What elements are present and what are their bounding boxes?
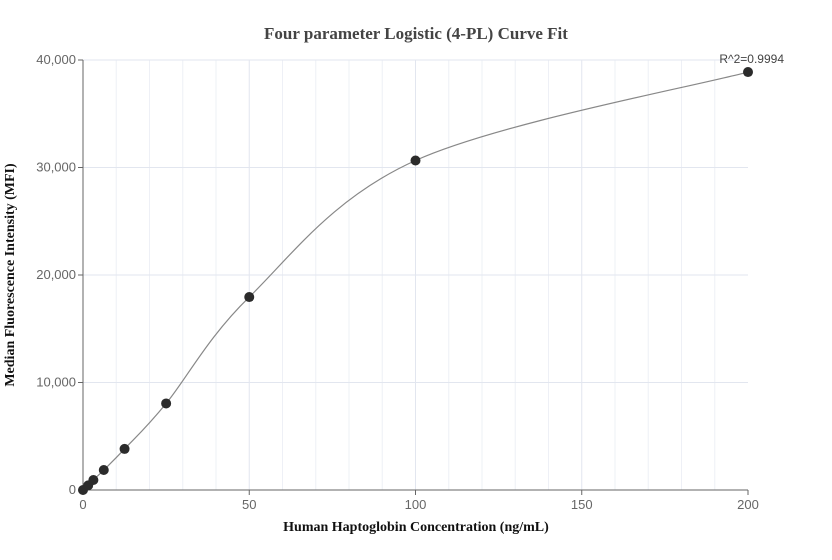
chart-title: Four parameter Logistic (4-PL) Curve Fit: [264, 24, 568, 43]
x-tick-label: 0: [79, 497, 86, 512]
x-tick-label: 150: [571, 497, 593, 512]
x-axis-label: Human Haptoglobin Concentration (ng/mL): [283, 520, 549, 535]
x-tick-label: 50: [242, 497, 256, 512]
y-tick-label: 10,000: [36, 375, 76, 390]
x-tick-label: 100: [405, 497, 427, 512]
data-point: [410, 155, 421, 166]
r-squared-annotation: R^2=0.9994: [719, 52, 784, 66]
data-point: [119, 443, 130, 454]
data-point: [88, 475, 99, 486]
data-point: [244, 292, 255, 303]
y-tick-label: 0: [69, 482, 76, 497]
data-points: [78, 67, 753, 495]
y-tick-label: 40,000: [36, 52, 76, 67]
data-point: [98, 465, 109, 476]
x-tick-label: 200: [737, 497, 759, 512]
data-point: [743, 67, 753, 78]
ticks: 0 50 100 150 200 0 10,000 20,000 30,000 40,000: [36, 52, 759, 512]
y-axis-label: Median Fluorescence Intensity (MFI): [3, 163, 18, 387]
data-point: [161, 398, 172, 409]
y-tick-label: 30,000: [36, 160, 76, 175]
y-tick-label: 20,000: [36, 267, 76, 282]
grid: [83, 59, 748, 490]
